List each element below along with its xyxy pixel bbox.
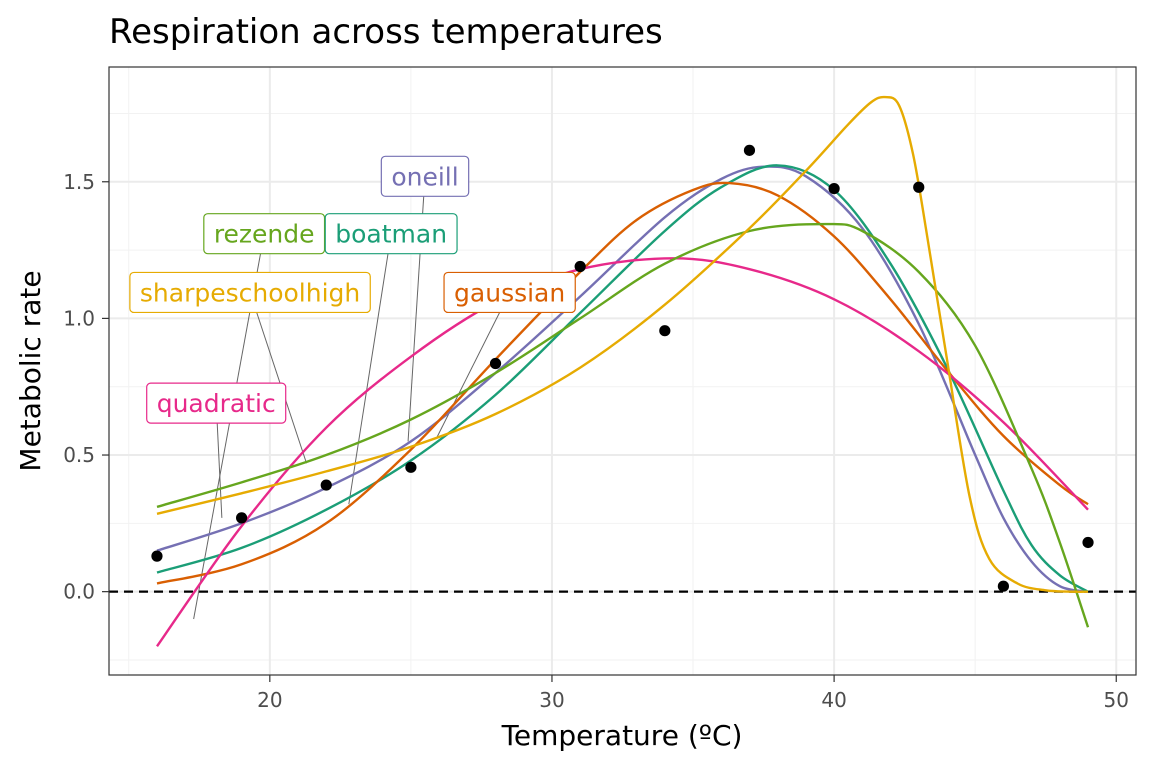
- label-sharpeschoolhigh: sharpeschoolhigh: [129, 271, 371, 314]
- x-tick-label: 50: [1104, 688, 1129, 712]
- y-tick-label: 0.5: [63, 443, 95, 467]
- y-tick-label: 1.5: [63, 170, 95, 194]
- label-text-quadratic: quadratic: [157, 389, 276, 418]
- label-oneill: oneill: [380, 155, 470, 197]
- label-box-gaussian: [443, 271, 576, 314]
- model-labels: oneill rezende boatman sharpeschoolhigh gaus…: [129, 155, 576, 424]
- panel-border: [108, 66, 1137, 676]
- label-box-oneill: [380, 155, 470, 197]
- x-tick-label: 20: [257, 688, 282, 712]
- chart-title: Respiration across temperatures: [109, 12, 663, 52]
- fitted-curves: [156, 95, 1090, 647]
- label-gaussian: gaussian: [443, 271, 576, 314]
- observation-points: [151, 144, 1094, 592]
- data-point: [489, 357, 502, 370]
- label-quadratic: quadratic: [146, 382, 287, 424]
- x-tick-label: 30: [539, 688, 564, 712]
- data-point: [1082, 536, 1094, 549]
- data-point: [659, 325, 671, 337]
- label-text-boatman: boatman: [335, 220, 447, 249]
- data-point: [997, 580, 1009, 592]
- y-axis-title: Metabolic rate: [14, 270, 47, 471]
- data-point: [574, 260, 586, 273]
- data-point: [405, 461, 417, 473]
- data-point: [828, 183, 840, 195]
- label-boatman: boatman: [324, 213, 458, 255]
- data-point: [913, 181, 925, 193]
- data-point: [236, 512, 248, 524]
- label-box-quadratic: [146, 382, 287, 424]
- label-rezende: rezende: [203, 213, 326, 255]
- y-axis-ticks: 0.0 0.5 1.0 1.5: [63, 170, 109, 604]
- label-text-rezende: rezende: [214, 220, 315, 249]
- label-text-gaussian: gaussian: [454, 278, 565, 307]
- series-line-quadratic: [156, 257, 1089, 647]
- series-line-sharpeschoolhigh: [156, 95, 1089, 593]
- data-point: [743, 144, 756, 156]
- label-text-sharpeschoolhigh: sharpeschoolhigh: [140, 278, 360, 307]
- leader-line-boatman: [348, 233, 392, 505]
- series-line-oneill: [156, 165, 1089, 593]
- y-tick-label: 1.0: [63, 306, 95, 330]
- label-box-sharpeschoolhigh: [129, 271, 371, 314]
- series-line-rezende: [156, 222, 1090, 628]
- y-tick-label: 0.0: [63, 580, 95, 604]
- label-box-boatman: [324, 213, 458, 255]
- data-point: [151, 550, 163, 562]
- x-axis-ticks: 20 30 40 50: [257, 675, 1129, 712]
- label-text-oneill: oneill: [391, 162, 458, 191]
- data-point: [320, 479, 332, 491]
- label-box-rezende: [203, 213, 326, 255]
- series-line-gaussian: [156, 181, 1089, 585]
- x-axis-title: Temperature (ºC): [501, 719, 743, 752]
- leader-line-sharpeschoolhigh: [249, 292, 307, 464]
- x-tick-label: 40: [821, 688, 846, 712]
- leader-line-gaussian: [435, 292, 511, 439]
